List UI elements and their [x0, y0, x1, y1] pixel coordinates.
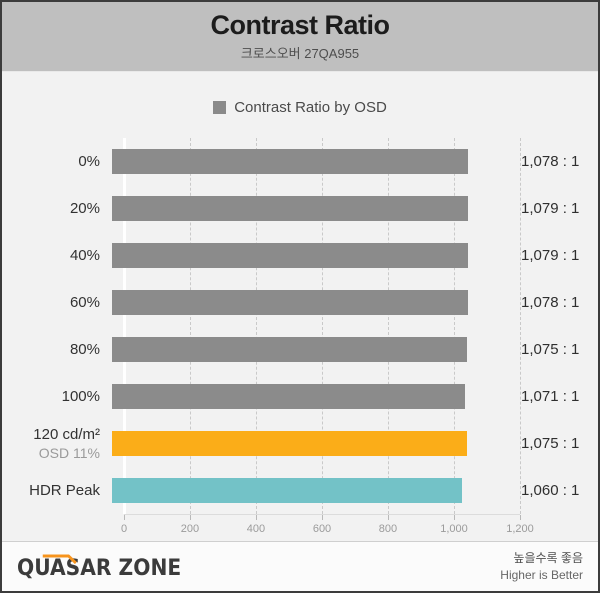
x-tick-mark [124, 515, 125, 520]
value-label: 1,078 : 1 [521, 294, 580, 311]
chart-row: 40% 1,079 : 1 [2, 232, 598, 279]
x-tick-label: 200 [180, 523, 200, 535]
chart-row: 100% 1,071 : 1 [2, 373, 598, 420]
logo-accent-icon [42, 554, 77, 565]
x-tick-mark [189, 515, 191, 520]
gridline [189, 138, 191, 514]
bar-track [112, 243, 508, 268]
chart-row: HDR Peak 1,060 : 1 [2, 467, 598, 514]
chart-header: Contrast Ratio 크로스오버 27QA955 [2, 2, 598, 72]
gridline [255, 138, 257, 514]
legend-label: Contrast Ratio by OSD [234, 98, 387, 116]
chart-rows: 0% 1,078 : 1 20% 1,079 : 1 40% 1,079 : 1 60% 1,… [2, 138, 598, 514]
chart-row: 120 cd/m² OSD 11% 1,075 : 1 [2, 420, 598, 467]
quasarzone-logo-text: QUASAR ZONE [17, 556, 182, 581]
gridline [520, 138, 521, 514]
bar-gray [112, 290, 468, 315]
category-label: 120 cd/m² OSD 11% [2, 425, 112, 463]
bar-gray [112, 243, 469, 268]
value-label: 1,078 : 1 [521, 153, 580, 170]
y-axis-line [123, 138, 126, 514]
x-tick-label: 1,200 [506, 523, 534, 535]
category-label: 20% [69, 199, 100, 217]
x-tick-mark [520, 515, 521, 520]
value-label: 1,060 : 1 [521, 482, 580, 499]
category-sublabel: OSD 11% [38, 445, 100, 462]
gridline-overlay [123, 138, 521, 514]
chart-row: 60% 1,078 : 1 [2, 279, 598, 326]
x-axis: 0 200 400 600 800 1,000 1,200 [120, 514, 534, 541]
category-label: 100% [61, 387, 100, 405]
bar-track [112, 337, 508, 362]
bar-track [112, 478, 508, 503]
chart-row: 20% 1,079 : 1 [2, 185, 598, 232]
x-tick-mark [322, 515, 323, 520]
quasarzone-logo: QUASAR ZONE [17, 552, 181, 581]
gridline [322, 138, 323, 514]
x-tick-label: 800 [378, 523, 398, 535]
category-label: 0% [78, 152, 100, 170]
chart-row: 0% 1,078 : 1 [2, 138, 598, 185]
x-tick-mark [255, 515, 257, 520]
chart-row: 80% 1,075 : 1 [2, 326, 598, 373]
x-tick-label: 1,000 [440, 523, 468, 535]
category-label: 40% [69, 246, 100, 264]
footer-note-korean: 높을수록 좋음 [513, 551, 583, 566]
bar-track [112, 384, 508, 409]
page-title: Contrast Ratio [210, 10, 390, 40]
chart-legend: Contrast Ratio by OSD [2, 72, 598, 117]
gridline [454, 138, 455, 514]
bar-teal [112, 478, 462, 503]
bar-track [112, 149, 508, 174]
bar-track [112, 290, 508, 315]
x-tick-label: 400 [246, 523, 266, 535]
value-label: 1,079 : 1 [521, 247, 580, 264]
footer-note-english: Higher is Better [500, 567, 583, 582]
x-tick-label: 600 [312, 523, 332, 535]
footer: QUASAR ZONE 높을수록 좋음 Higher is Better [2, 541, 598, 591]
category-label: HDR Peak [29, 481, 100, 499]
bar-track [112, 196, 508, 221]
value-label: 1,071 : 1 [521, 388, 580, 405]
x-tick-mark [454, 515, 455, 520]
category-label: 80% [69, 340, 100, 358]
bar-gray [112, 337, 467, 362]
footer-note: 높을수록 좋음 Higher is Better [500, 550, 583, 582]
gridline [387, 138, 389, 514]
bar-track [112, 431, 508, 456]
legend-swatch-icon [213, 100, 227, 114]
bar-gray [112, 384, 466, 409]
bar-gray [112, 149, 468, 174]
x-tick-label: 0 [120, 523, 128, 535]
bar-gray [112, 196, 469, 221]
value-label: 1,075 : 1 [521, 435, 580, 452]
category-label: 60% [69, 293, 100, 311]
page-subtitle: 크로스오버 27QA955 [240, 46, 360, 62]
chart-plot-area: 0% 1,078 : 1 20% 1,079 : 1 40% 1,079 : 1 60% 1,… [2, 138, 598, 514]
value-label: 1,075 : 1 [521, 341, 580, 358]
x-tick-mark [387, 515, 389, 520]
bar-orange [112, 431, 467, 456]
value-label: 1,079 : 1 [521, 200, 580, 217]
